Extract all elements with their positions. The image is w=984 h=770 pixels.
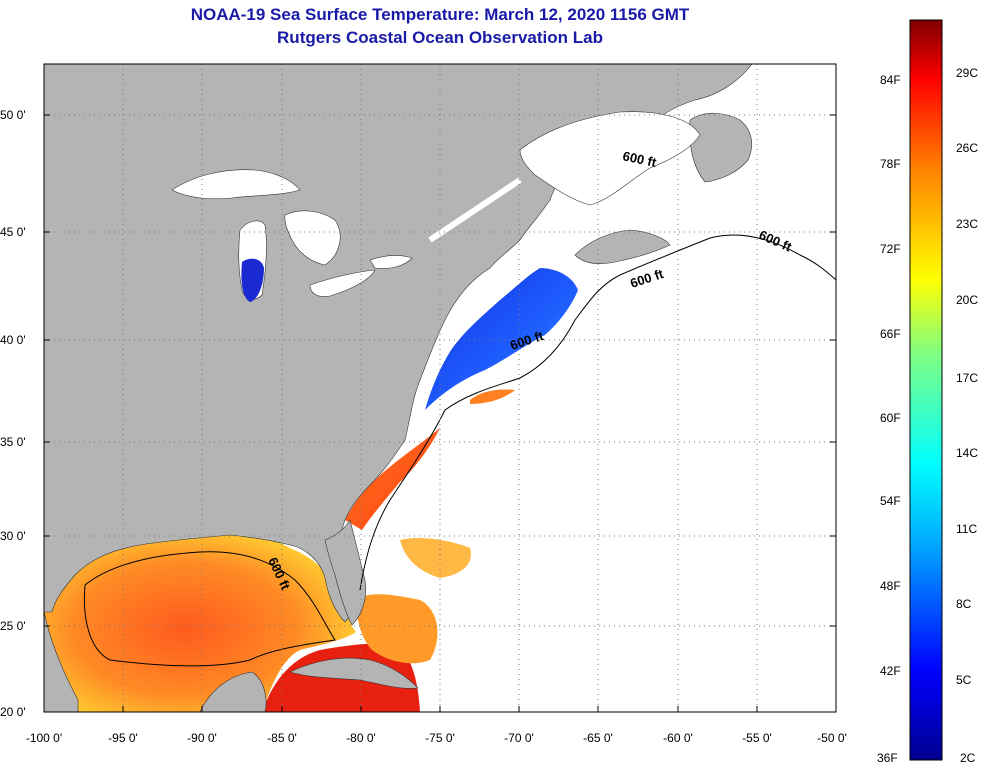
colorbar-c-8: 8C xyxy=(956,597,972,611)
lon-label-65: -65 0' xyxy=(583,731,613,745)
gulf-stream-sst xyxy=(345,428,440,530)
colorbar-f-54: 54F xyxy=(880,494,901,508)
colorbar-f-42: 42F xyxy=(880,664,901,678)
lake-erie xyxy=(309,269,376,297)
colorbar-c-11: 11C xyxy=(956,522,977,536)
lon-label-70: -70 0' xyxy=(504,731,534,745)
nova-scotia-land xyxy=(574,229,671,265)
lon-label-55: -55 0' xyxy=(742,731,772,745)
colorbar-f-60: 60F xyxy=(880,411,901,425)
lon-label-60: -60 0' xyxy=(663,731,693,745)
lon-label-95: -95 0' xyxy=(108,731,138,745)
lon-label-85: -85 0' xyxy=(267,731,297,745)
colorbar-c-2: 2C xyxy=(960,751,976,765)
colorbar-f-84: 84F xyxy=(880,73,901,87)
lat-label-20: 20 0' xyxy=(0,705,26,719)
lat-label-40: 40 0' xyxy=(0,333,26,347)
yucatan-land xyxy=(199,671,267,712)
lat-label-35: 35 0' xyxy=(0,435,26,449)
gulf-of-st-lawrence xyxy=(519,111,701,206)
gulf-stream-offshore-sst xyxy=(400,537,471,578)
ticks xyxy=(44,114,836,712)
lake-ontario xyxy=(369,255,413,269)
lon-label-75: -75 0' xyxy=(425,731,455,745)
colorbar-c-29: 29C xyxy=(956,66,978,80)
colorbar-f-72: 72F xyxy=(880,242,901,256)
mexico-land xyxy=(44,611,79,712)
shelf-break-warm xyxy=(470,389,515,404)
lake-michigan-sst xyxy=(241,258,264,302)
colorbar-c-20: 20C xyxy=(956,293,978,307)
600ft-contour-east xyxy=(359,234,836,591)
colorbar-f-78: 78F xyxy=(880,157,901,171)
colorbar-c-5: 5C xyxy=(956,673,972,687)
map-title: NOAA-19 Sea Surface Temperature: March 1… xyxy=(190,5,690,24)
gulf-of-mexico-sst xyxy=(44,528,356,712)
bahamas-sst xyxy=(356,594,438,664)
florida-land xyxy=(324,519,367,626)
cuba-land xyxy=(289,657,419,689)
600ft-contour-gulf xyxy=(83,551,336,667)
colorbar-f-36: 36F xyxy=(877,751,898,765)
colorbar-c-23: 23C xyxy=(956,217,978,231)
lat-label-30: 30 0' xyxy=(0,529,26,543)
lat-label-25: 25 0' xyxy=(0,619,26,633)
colorbar-f-48: 48F xyxy=(880,579,901,593)
colorbar-c-14: 14C xyxy=(956,446,978,460)
lon-label-80: -80 0' xyxy=(346,731,376,745)
newfoundland-land xyxy=(689,112,753,183)
lat-label-45: 45 0' xyxy=(0,225,26,239)
lon-label-90: -90 0' xyxy=(187,731,217,745)
graticule xyxy=(44,64,836,712)
shelf-cold-water xyxy=(425,268,578,410)
lon-label-100: -100 0' xyxy=(26,731,62,745)
lake-superior xyxy=(171,169,301,200)
colorbar xyxy=(909,19,943,761)
lon-label-50: -50 0' xyxy=(817,731,847,745)
map-subtitle: Rutgers Coastal Ocean Observation Lab xyxy=(277,28,603,47)
lat-label-50: 50 0' xyxy=(0,108,26,122)
lake-huron xyxy=(284,210,341,266)
colorbar-f-66: 66F xyxy=(880,327,901,341)
st-lawrence-river xyxy=(428,177,522,243)
colorbar-c-26: 26C xyxy=(956,141,978,155)
colorbar-c-17: 17C xyxy=(956,371,978,385)
contour-label-1: 600 ft xyxy=(621,148,658,170)
